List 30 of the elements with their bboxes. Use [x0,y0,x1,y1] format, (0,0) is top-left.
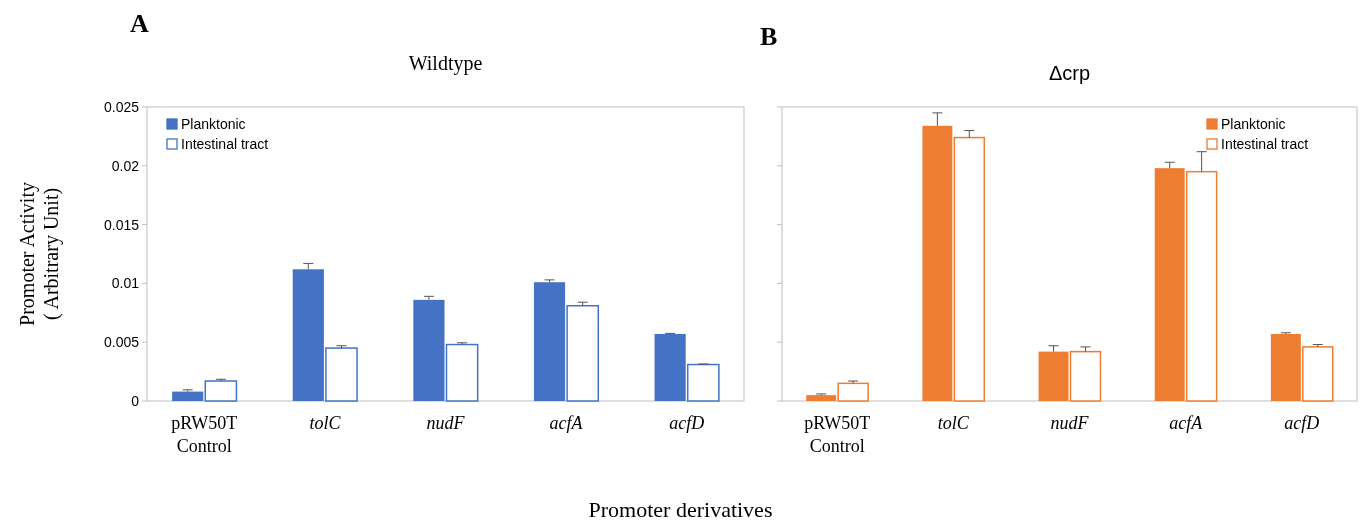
x-tick-label: tolC [309,413,342,433]
bar [172,391,204,401]
legend-label: Intestinal tract [181,135,269,152]
y-tick-label: 0.025 [103,98,140,115]
legend-label: Intestinal tract [1221,135,1309,152]
bar [953,136,986,402]
x-tick-label: tolC [937,413,970,433]
x-tick-label: acfD [1284,413,1320,433]
y-tick-label: 0.015 [103,216,140,233]
y-axis-title: Promoter Activity ( Arbitrary Unit) [16,182,63,326]
x-tick-label: acfA [549,413,584,433]
y-tick-label: 0.005 [103,334,140,351]
text: B [760,22,778,51]
x-tick-label: acfD [669,413,705,433]
bar [204,380,238,402]
x-tick-label: pRW50T Control [171,413,238,456]
y-tick-label: 0.02 [111,157,140,174]
x-tick-label: nudF [426,413,466,433]
x-tick-label: nudF [1050,413,1090,433]
legend-label: Planktonic [1221,115,1286,132]
x-axis-title: Promoter derivatives [588,497,773,522]
bar [922,125,953,401]
chart-title: Wildtype [408,52,483,75]
y-tick-label: 0 [131,392,140,409]
x-tick-label: pRW50T Control [804,413,871,456]
text: A [130,9,149,38]
chart-title: Δcrp [1048,62,1091,84]
x-tick-label: acfA [1169,413,1204,433]
legend-label: Planktonic [181,115,246,132]
y-tick-label: 0.01 [111,275,140,292]
